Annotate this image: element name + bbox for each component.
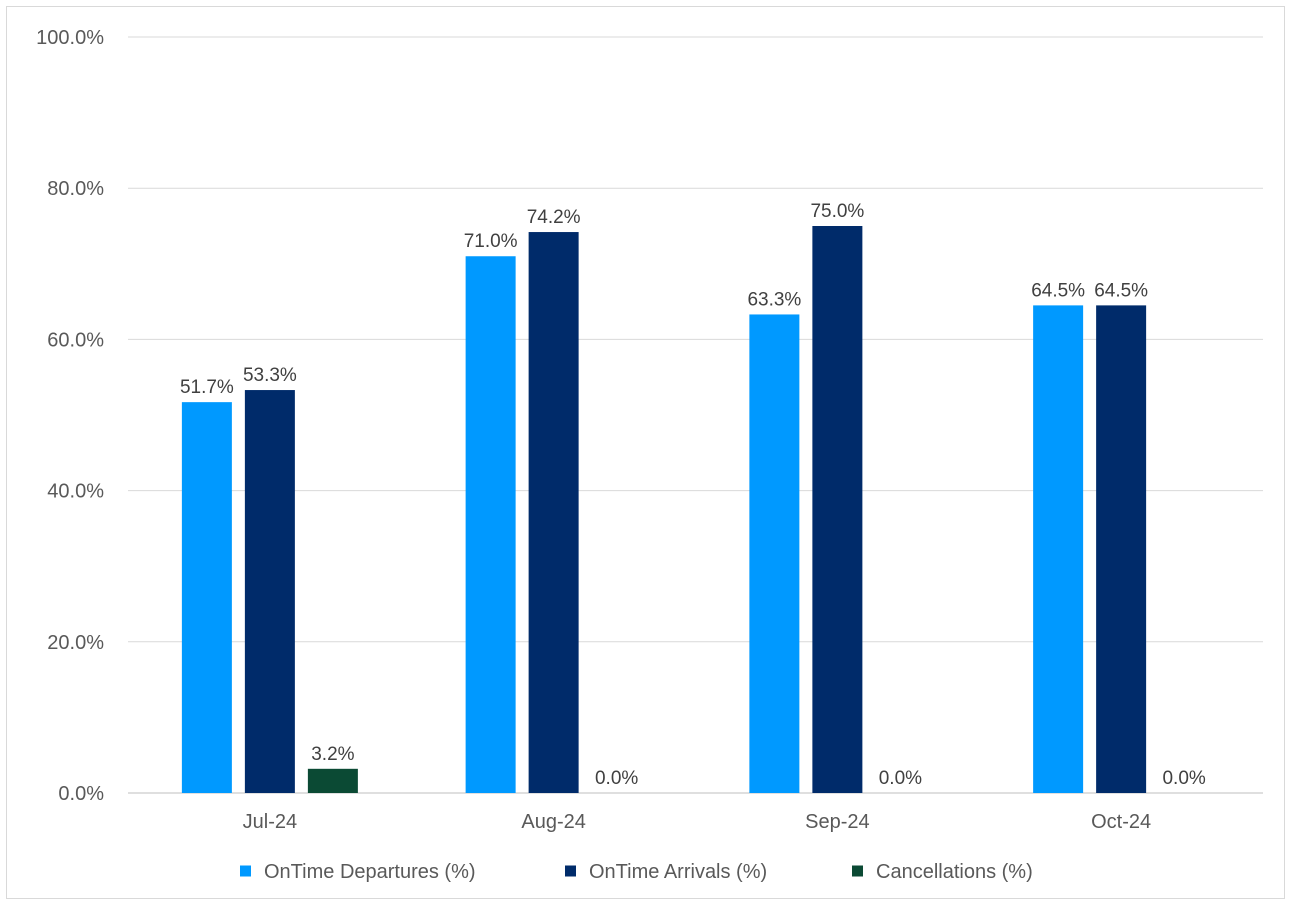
legend: OnTime Departures (%) OnTime Arrivals (%)… (240, 861, 1033, 883)
data-label: 3.2% (311, 744, 354, 765)
data-label: 0.0% (595, 768, 638, 789)
data-label: 53.3% (243, 365, 297, 386)
legend-marker (240, 865, 251, 877)
x-tick-label: Aug-24 (521, 811, 586, 833)
bar (812, 226, 863, 793)
x-tick-label: Jul-24 (243, 811, 297, 833)
x-axis-tick-labels: Jul-24 Aug-24 Sep-24 Oct-24 (243, 811, 1152, 833)
legend-label: OnTime Departures (%) (264, 861, 476, 883)
bar (1033, 305, 1084, 793)
y-tick-label: 40.0% (47, 481, 104, 503)
data-labels: 51.7% 53.3% 3.2% 71.0% 74.2% 0.0% 63.3% 75.0% 0.… (180, 201, 1206, 789)
legend-item: Cancellations (%) (852, 861, 1033, 883)
bar (1096, 305, 1147, 793)
legend-item: OnTime Departures (%) (240, 861, 476, 883)
x-tick-label: Sep-24 (805, 811, 870, 833)
data-label: 64.5% (1031, 280, 1085, 301)
legend-marker (565, 865, 576, 877)
data-label: 64.5% (1094, 280, 1148, 301)
bars (181, 226, 1147, 794)
data-label: 51.7% (180, 377, 234, 398)
data-label: 71.0% (464, 231, 518, 252)
y-tick-label: 20.0% (47, 632, 104, 654)
data-label: 63.3% (747, 289, 801, 310)
data-label: 0.0% (879, 768, 922, 789)
data-label: 74.2% (527, 207, 581, 228)
y-tick-label: 80.0% (47, 178, 104, 200)
data-label: 75.0% (810, 201, 864, 222)
y-tick-label: 60.0% (47, 329, 104, 351)
legend-label: OnTime Arrivals (%) (589, 861, 767, 883)
y-tick-label: 100.0% (36, 27, 104, 49)
bar (181, 402, 232, 793)
bar (244, 390, 295, 793)
legend-item: OnTime Arrivals (%) (565, 861, 767, 883)
data-label: 0.0% (1162, 768, 1205, 789)
legend-marker (852, 865, 863, 877)
gridlines (128, 36, 1263, 794)
y-axis-tick-labels: 0.0% 20.0% 40.0% 60.0% 80.0% 100.0% (36, 27, 104, 805)
bar (307, 768, 358, 793)
x-tick-label: Oct-24 (1091, 811, 1151, 833)
bar (528, 232, 579, 794)
legend-label: Cancellations (%) (876, 861, 1033, 883)
bar (465, 256, 516, 793)
bar (749, 314, 800, 793)
y-tick-label: 0.0% (58, 783, 104, 805)
